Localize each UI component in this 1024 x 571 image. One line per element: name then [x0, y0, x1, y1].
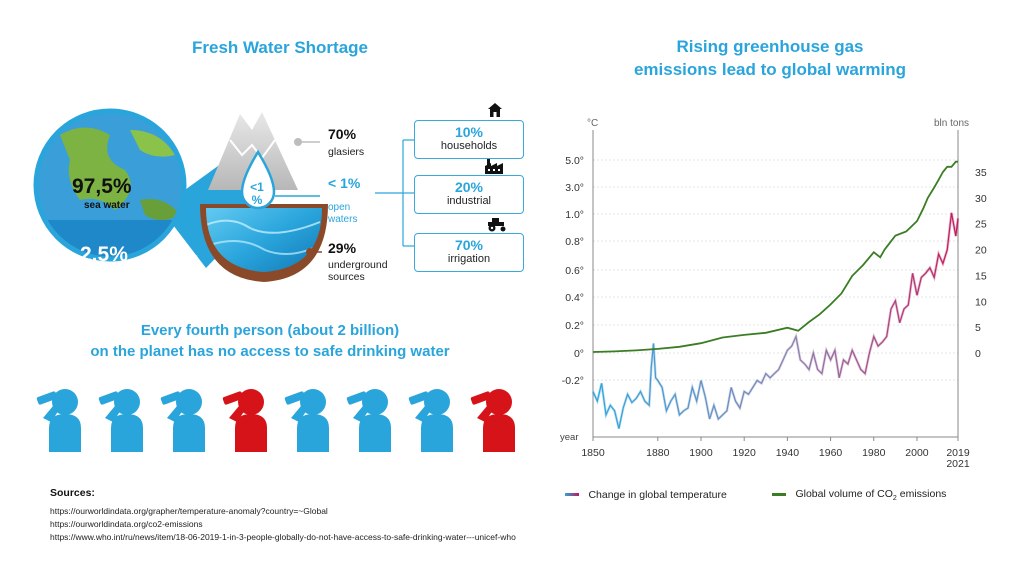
right-tick-label: 10: [975, 296, 987, 308]
house-icon: [488, 103, 502, 117]
person-drinking-icon: [408, 389, 453, 452]
right-tick-label: 30: [975, 193, 987, 205]
left-tick-label: 0.2°: [565, 320, 584, 332]
use-industrial-label: industrial: [446, 195, 492, 207]
source-underground-pct: 29%: [328, 240, 357, 256]
left-tick-label: 3.0°: [565, 182, 584, 194]
x-tick-label: 1880: [646, 447, 670, 459]
source-link-1[interactable]: https://ourworldindata.org/grapher/tempe…: [50, 506, 328, 516]
right-unit-label: bln tons: [934, 118, 969, 129]
left-tick-label: 0.4°: [565, 292, 584, 304]
tractor-icon: [488, 218, 506, 232]
person-drinking-icon: [346, 389, 391, 452]
earth-big-value: 97,5%: [72, 175, 132, 198]
use-households-pct: 10%: [454, 124, 484, 140]
temperature-band: [591, 212, 960, 429]
x-end-label: 2021: [946, 458, 970, 470]
left-tick-label: 0°: [574, 348, 584, 360]
right-tick-label: 35: [975, 167, 987, 179]
source-open-label: open waters: [328, 202, 358, 225]
right-tick-label: 0: [975, 348, 981, 360]
person-drinking-icon: [470, 389, 515, 452]
left-tick-label: 5.0°: [565, 155, 584, 167]
person-drinking-icon: [98, 389, 143, 452]
drop-value: <1 %: [250, 180, 264, 207]
right-tick-label: 25: [975, 219, 987, 231]
left-tick-label: 0.8°: [565, 236, 584, 248]
use-bracket: [375, 139, 415, 247]
source-glaciers-pct: 70%: [328, 126, 357, 142]
legend-co2-label: Global volume of CO2 emissions: [795, 487, 947, 502]
earth-globe: [36, 111, 184, 259]
earth-small-value: 2,5%: [80, 243, 128, 266]
temperature-series-line: [592, 212, 959, 429]
right-title-line-2: emissions lead to global warming: [633, 60, 907, 79]
x-axis-label: year: [560, 432, 578, 443]
left-tick-label: -0.2°: [562, 375, 584, 387]
glacier-mountain: [208, 112, 298, 190]
people-row: [35, 388, 535, 454]
fact-line-1: Every fourth person (about 2 billion): [140, 322, 400, 339]
legend-co2: Global volume of CO2 emissions: [772, 486, 947, 502]
fact-line-2: on the planet has no access to safe drin…: [90, 343, 450, 360]
left-title: Fresh Water Shortage: [191, 38, 369, 57]
x-tick-label: 1900: [689, 447, 713, 459]
use-irrigation-label: irrigation: [447, 253, 491, 265]
x-tick-label: 1940: [776, 447, 800, 459]
source-open-pct: < 1%: [328, 175, 361, 191]
factory-icon: [485, 159, 503, 174]
right-tick-label: 5: [975, 322, 981, 334]
use-households-box: 10% households: [414, 120, 524, 159]
use-irrigation-pct: 70%: [454, 237, 484, 253]
source-underground-label: underground sources: [328, 259, 388, 283]
source-glaciers-label: glasiers: [328, 146, 365, 158]
earth-small-label: fresh water: [144, 253, 198, 264]
left-unit-label: °C: [587, 118, 598, 129]
x-tick-label: 1980: [862, 447, 886, 459]
use-industrial-box: 20% industrial: [414, 175, 524, 214]
right-title-line-1: Rising greenhouse gas: [676, 37, 864, 56]
legend-co2-swatch: [772, 493, 786, 497]
use-households-label: households: [440, 140, 498, 152]
x-tick-label: 2000: [905, 447, 929, 459]
use-irrigation-box: 70% irrigation: [414, 233, 524, 272]
climate-chart: °C bln tons year 5.0° 3.0° 1.0° 0.8° 0.6° 0.4° 0.…: [560, 118, 987, 470]
x-tick-label: 1850: [581, 447, 605, 459]
left-tick-label: 0.6°: [565, 265, 584, 277]
x-tick-label: 1920: [733, 447, 757, 459]
source-link-3[interactable]: https://www.who.int/ru/news/item/18-06-2…: [50, 532, 516, 542]
legend-temperature: Change in global temperature: [565, 486, 727, 501]
x-end-label: 2019: [946, 447, 970, 459]
right-tick-label: 20: [975, 245, 987, 257]
x-tick-label: 1960: [819, 447, 843, 459]
person-drinking-icon: [36, 389, 81, 452]
person-drinking-icon: [284, 389, 329, 452]
sources-heading: Sources:: [50, 487, 95, 499]
left-tick-label: 1.0°: [565, 209, 584, 221]
person-drinking-icon: [222, 389, 267, 452]
legend-temperature-swatch: [565, 493, 579, 497]
right-tick-label: 15: [975, 270, 987, 282]
use-industrial-pct: 20%: [454, 179, 484, 195]
person-drinking-icon: [160, 389, 205, 452]
earth-big-label: sea water: [84, 200, 130, 211]
legend-temperature-label: Change in global temperature: [588, 488, 727, 501]
water-infographic: [33, 108, 328, 282]
co2-series-line: [592, 160, 958, 353]
water-drop-icon: [240, 149, 276, 210]
source-link-2[interactable]: https://ourworldindata.org/co2-emissions: [50, 519, 203, 529]
